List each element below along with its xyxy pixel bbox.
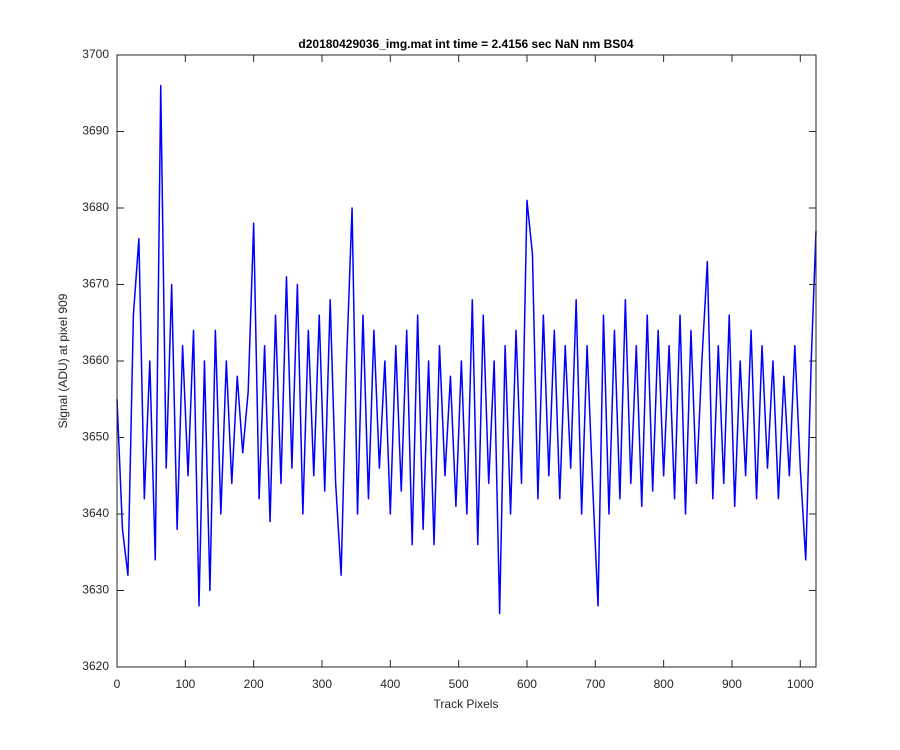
x-tick-label: 600 — [517, 677, 537, 691]
chart-title: d20180429036_img.mat int time = 2.4156 s… — [298, 37, 634, 51]
x-tick-label: 400 — [380, 677, 400, 691]
y-tick-label: 3660 — [82, 353, 109, 367]
y-tick-label: 3630 — [82, 583, 109, 597]
y-tick-label: 3620 — [82, 659, 109, 673]
y-tick-label: 3700 — [82, 47, 109, 61]
x-axis-label: Track Pixels — [434, 697, 499, 711]
y-axis-label: Signal (ADU) at pixel 909 — [56, 293, 70, 428]
y-tick-label: 3680 — [82, 200, 109, 214]
data-line — [116, 84, 817, 615]
y-tick-label: 3670 — [82, 277, 109, 291]
x-tick-label: 100 — [175, 677, 195, 691]
y-tick-label: 3650 — [82, 430, 109, 444]
x-tick-label: 800 — [654, 677, 674, 691]
y-tick-label: 3640 — [82, 506, 109, 520]
x-tick-label: 900 — [722, 677, 742, 691]
x-tick-label: 300 — [312, 677, 332, 691]
x-tick-label: 0 — [114, 677, 121, 691]
x-tick-label: 500 — [449, 677, 469, 691]
x-tick-label: 700 — [585, 677, 605, 691]
x-tick-label: 200 — [244, 677, 264, 691]
y-tick-label: 3690 — [82, 124, 109, 138]
x-tick-label: 1000 — [787, 677, 814, 691]
